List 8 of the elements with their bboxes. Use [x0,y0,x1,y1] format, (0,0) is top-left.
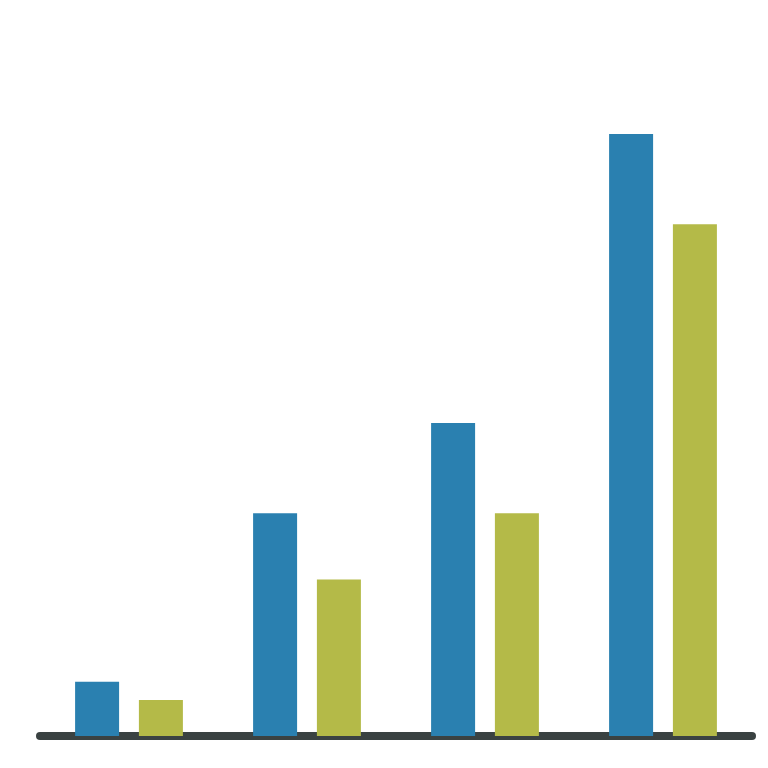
bar [494,513,539,736]
bar [138,699,183,736]
bar [253,513,298,736]
bar [316,579,361,736]
bar [431,422,476,736]
bar [609,134,654,736]
bar [75,681,120,736]
bar [672,224,717,736]
